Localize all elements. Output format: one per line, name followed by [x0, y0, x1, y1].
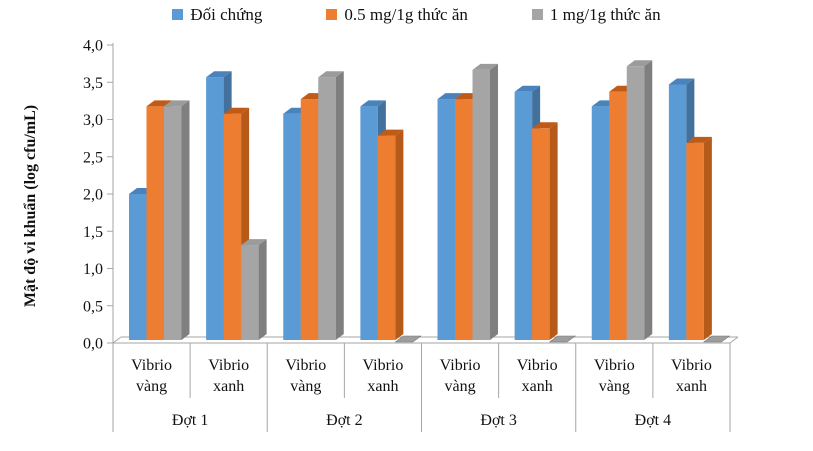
bar-đối-chứng-đợt-1-vibrio-xanh-top — [206, 71, 232, 78]
bar-0-5-mg-1g-thức-ăn-đợt-4-vibrio-xanh-front — [686, 142, 704, 340]
bar-0-5-mg-1g-thức-ăn-đợt-4-vibrio-vàng-front — [609, 91, 627, 340]
bar-1-mg-1g-thức-ăn-đợt-3-vibrio-vàng-side — [490, 63, 498, 341]
y-tick-label: 0,0 — [83, 336, 103, 353]
bar-1-mg-1g-thức-ăn-đợt-4-vibrio-vàng-side — [644, 60, 653, 340]
y-tick-label: 2,5 — [83, 149, 103, 166]
bar-0-5-mg-1g-thức-ăn-đợt-2-vibrio-xanh-top — [377, 129, 404, 136]
bar-1-mg-1g-thức-ăn-đợt-1-vibrio-xanh-top — [241, 239, 267, 246]
bar-đối-chứng-đợt-3-vibrio-xanh-front — [514, 91, 533, 340]
bar-đối-chứng-đợt-4-vibrio-xanh-front — [668, 84, 687, 340]
legend-marker-icon — [531, 9, 543, 20]
bar-0-5-mg-1g-thức-ăn-đợt-1-vibrio-vàng-front — [146, 106, 164, 341]
legend-label: Đối chứng — [190, 5, 263, 24]
bar-0-5-mg-1g-thức-ăn-đợt-4-vibrio-xanh-side — [703, 136, 712, 340]
bar-đối-chứng-đợt-1-vibrio-xanh-front — [206, 77, 224, 340]
bar-đối-chứng-đợt-3-vibrio-vàng-front — [437, 99, 455, 340]
bar-1-mg-1g-thức-ăn-đợt-1-vibrio-xanh-side — [258, 239, 267, 340]
bar-đối-chứng-đợt-4-vibrio-vàng-front — [591, 106, 610, 341]
chart-legend: Đối chứng 0.5 mg/1g thức ăn 1 mg/1g thức ă… — [10, 6, 813, 23]
bar-0-5-mg-1g-thức-ăn-đợt-3-vibrio-xanh-front — [532, 128, 550, 340]
bar-0-5-mg-1g-thức-ăn-đợt-4-vibrio-xanh-top — [686, 136, 712, 143]
x-category-label-line1: Vibrio — [363, 357, 404, 374]
legend-marker-icon — [326, 9, 338, 20]
x-category-label-line1: Vibrio — [594, 357, 635, 374]
legend-item-2: 1 mg/1g thức ăn — [531, 5, 661, 24]
x-category-label-line2: xanh — [213, 378, 244, 395]
legend-item-1: 0.5 mg/1g thức ăn — [326, 5, 468, 24]
bar-0-5-mg-1g-thức-ăn-đợt-2-vibrio-xanh-side — [395, 129, 404, 340]
bar-đối-chứng-đợt-2-vibrio-xanh-top — [360, 100, 386, 107]
x-group-label: Đợt 4 — [635, 412, 671, 429]
x-category-label-line2: xanh — [676, 378, 707, 395]
bar-1-mg-1g-thức-ăn-đợt-4-vibrio-xanh-flat — [702, 335, 731, 343]
bar-1-mg-1g-thức-ăn-đợt-2-vibrio-vàng-side — [335, 71, 344, 340]
bar-đối-chứng-đợt-3-vibrio-vàng-top — [437, 93, 463, 100]
bar-0-5-mg-1g-thức-ăn-đợt-2-vibrio-vàng-front — [300, 99, 319, 340]
bar-0-5-mg-1g-thức-ăn-đợt-3-vibrio-vàng-front — [455, 99, 473, 340]
bar-1-mg-1g-thức-ăn-đợt-4-vibrio-vàng-front — [626, 66, 645, 340]
legend-item-0: Đối chứng — [172, 6, 262, 23]
y-tick-label: 1,0 — [83, 261, 103, 278]
x-category-label-line2: vàng — [136, 378, 167, 395]
bar-0-5-mg-1g-thức-ăn-đợt-3-vibrio-xanh-side — [549, 122, 558, 340]
y-tick-label: 3,0 — [83, 112, 103, 129]
bar-1-mg-1g-thức-ăn-đợt-4-vibrio-vàng-top — [626, 60, 653, 67]
legend-label: 0.5 mg/1g thức ăn — [344, 5, 468, 24]
bar-1-mg-1g-thức-ăn-đợt-1-vibrio-vàng-top — [164, 100, 190, 107]
x-category-label-line1: Vibrio — [285, 357, 326, 374]
bar-1-mg-1g-thức-ăn-đợt-2-vibrio-xanh-flat — [394, 335, 422, 343]
bar-1-mg-1g-thức-ăn-đợt-3-vibrio-xanh-flat — [548, 335, 577, 343]
x-category-label-line2: vàng — [290, 378, 321, 395]
y-tick-label: 3,5 — [83, 75, 103, 92]
bar-1-mg-1g-thức-ăn-đợt-2-vibrio-vàng-top — [318, 71, 344, 78]
x-category-label-line2: vàng — [445, 378, 476, 395]
bar-1-mg-1g-thức-ăn-đợt-1-vibrio-vàng-front — [164, 106, 182, 341]
bar-0-5-mg-1g-thức-ăn-đợt-1-vibrio-xanh-top — [223, 107, 250, 114]
bar-1-mg-1g-thức-ăn-đợt-1-vibrio-vàng-side — [181, 100, 190, 341]
bar-0-5-mg-1g-thức-ăn-đợt-2-vibrio-xanh-front — [377, 135, 396, 340]
legend-marker-icon — [172, 9, 184, 20]
bar-0-5-mg-1g-thức-ăn-đợt-1-vibrio-vàng-top — [146, 100, 172, 107]
bar-1-mg-1g-thức-ăn-đợt-3-vibrio-vàng-front — [472, 69, 490, 341]
y-tick-label: 4,0 — [83, 38, 103, 55]
legend-label: 1 mg/1g thức ăn — [549, 5, 661, 24]
bar-0-5-mg-1g-thức-ăn-đợt-1-vibrio-xanh-front — [223, 113, 242, 340]
x-category-label-line2: xanh — [522, 378, 553, 395]
x-category-label-line1: Vibrio — [517, 357, 558, 374]
bar-đối-chứng-đợt-4-vibrio-xanh-top — [668, 78, 695, 85]
bar-1-mg-1g-thức-ăn-đợt-1-vibrio-xanh-front — [241, 245, 259, 340]
y-tick-label: 1,5 — [83, 224, 103, 241]
bar-đối-chứng-đợt-1-vibrio-vàng-front — [129, 194, 147, 340]
y-tick-label: 0,5 — [83, 298, 103, 315]
bar-1-mg-1g-thức-ăn-đợt-3-vibrio-vàng-top — [472, 63, 498, 70]
x-category-label-line1: Vibrio — [671, 357, 712, 374]
bar-0-5-mg-1g-thức-ăn-đợt-3-vibrio-xanh-top — [532, 122, 558, 129]
bar-1-mg-1g-thức-ăn-đợt-2-vibrio-vàng-front — [318, 77, 336, 340]
bar-đối-chứng-đợt-2-vibrio-xanh-front — [360, 106, 378, 341]
bar-đối-chứng-đợt-2-vibrio-vàng-front — [283, 113, 301, 340]
bar-đối-chứng-đợt-3-vibrio-xanh-top — [514, 85, 541, 92]
x-group-label: Đợt 1 — [172, 412, 208, 429]
x-category-label-line2: xanh — [367, 378, 398, 395]
x-category-label-line2: vàng — [599, 378, 630, 395]
x-category-label-line1: Vibrio — [208, 357, 249, 374]
x-group-label: Đợt 2 — [326, 412, 362, 429]
x-group-label: Đợt 3 — [480, 412, 516, 429]
x-category-label-line1: Vibrio — [131, 357, 172, 374]
x-category-label-line1: Vibrio — [440, 357, 481, 374]
y-tick-label: 2,0 — [83, 187, 103, 204]
